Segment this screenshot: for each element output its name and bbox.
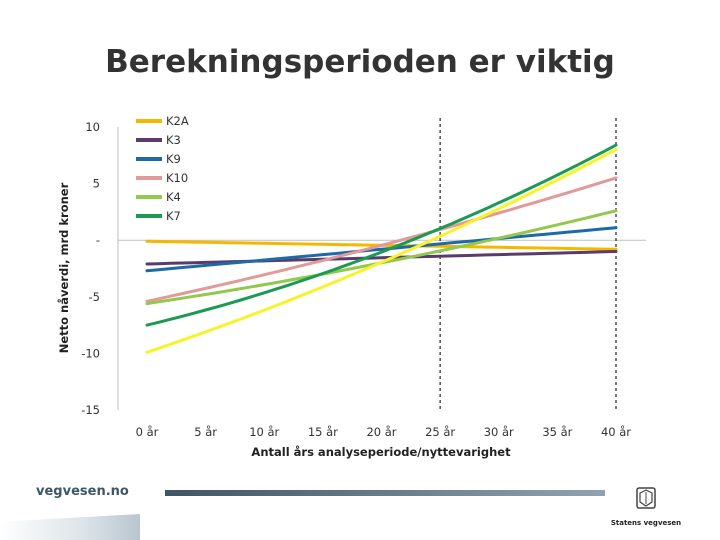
series-line-k3 [145,250,618,266]
y-tick-label: 5 [93,177,100,191]
reference-lines [439,118,617,410]
legend-label-k7: K7 [166,209,181,223]
x-tick-label: 5 år [194,425,217,439]
series-line-k10 [145,176,618,303]
y-tick-label: -10 [81,346,100,360]
series-lines [145,143,618,354]
x-tick-label: 10 år [249,425,279,439]
legend-label-k3: K3 [166,133,181,147]
y-tick-label: - [96,233,100,247]
legend-label-k10: K10 [166,171,188,185]
logo-label: Statens vegvesen [610,519,682,527]
x-tick-label: 40 år [601,425,631,439]
legend-label-k2a: K2A [166,114,189,128]
footer-bar [165,490,605,496]
legend-label-k9: K9 [166,152,181,166]
footer-brand-link[interactable]: vegvesen.no [36,484,129,499]
x-axis-label: Antall års analyseperiode/nyttevarighet [251,445,511,459]
chart-axes [117,127,646,410]
x-tick-label: 20 år [366,425,396,439]
tick-labels: 10 5 - -5 -10 -15 0 år 5 år 10 år 15 år 20 år 25 år… [81,120,631,439]
x-tick-label: 35 år [542,425,572,439]
y-tick-label: -5 [89,290,100,304]
slide-title: Berekningsperioden er viktig [105,44,615,80]
x-tick-label: 25 år [425,425,455,439]
series-line-unlabeled [145,148,618,354]
series-line-k7 [145,143,618,327]
x-tick-label: 0 år [136,425,159,439]
y-tick-label: 10 [85,120,100,134]
legend-label-k4: K4 [166,190,181,204]
legend: K2A K3 K9 K10 K4 K7 [136,114,189,223]
y-tick-label: -15 [81,403,100,417]
footer-decoration [0,514,140,540]
npv-chart: 10 5 - -5 -10 -15 0 år 5 år 10 år 15 år 20 år 25 år… [57,114,646,459]
y-axis-label: Netto nåverdi, mrd kroner [57,182,71,353]
x-tick-label: 30 år [484,425,514,439]
statens-vegvesen-logo-icon [636,487,656,509]
x-tick-label: 15 år [308,425,338,439]
series-line-k9 [145,226,618,273]
